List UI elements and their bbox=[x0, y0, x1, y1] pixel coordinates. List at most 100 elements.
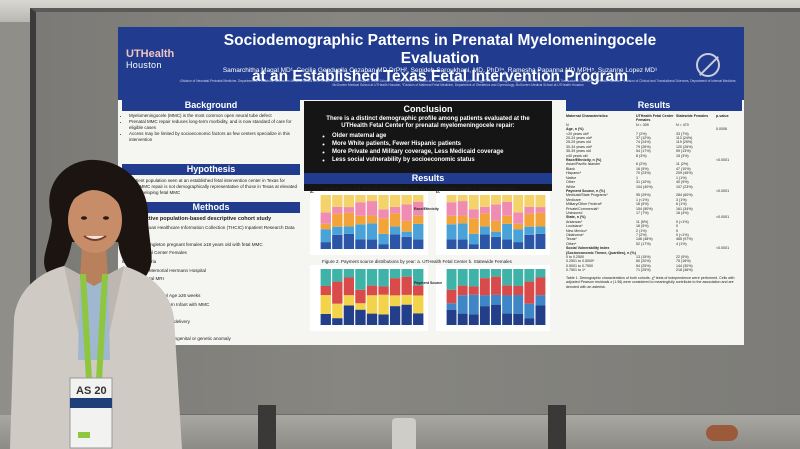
bar-segment bbox=[355, 309, 366, 325]
table-row: Uninsured 17 (7%) 16 (4%) bbox=[566, 211, 742, 215]
bar-segment bbox=[401, 294, 412, 305]
bar-segment bbox=[389, 306, 401, 325]
table-cell: 284 (60%) bbox=[676, 193, 693, 198]
bar-segment bbox=[446, 195, 457, 203]
bar-segment bbox=[502, 239, 513, 249]
table-cell: Native bbox=[566, 175, 577, 180]
bar-segment bbox=[468, 209, 479, 219]
bar-segment bbox=[446, 289, 457, 304]
name-badge bbox=[69, 377, 113, 449]
table-cell: 54 (25%) bbox=[636, 263, 651, 268]
table-cell: 0 (<1%) bbox=[676, 232, 689, 237]
bar-segment bbox=[502, 195, 513, 202]
methods-line: Retrospective population-based descripti… bbox=[122, 216, 272, 222]
table-cell: 154 (50%) bbox=[636, 206, 653, 211]
bar-segment bbox=[446, 224, 457, 240]
table-cell: 60 (20%) bbox=[636, 259, 651, 264]
bar-segment bbox=[366, 295, 378, 314]
bar-segment bbox=[366, 223, 378, 240]
table-cell: 54 (17%) bbox=[636, 149, 651, 154]
table-cell: 15 (3%) bbox=[676, 153, 689, 158]
table-cell: N bbox=[566, 122, 569, 127]
table-row: Medicaid/State Programs* 95 (29%) 284 (60%… bbox=[566, 193, 742, 197]
bar-segment bbox=[513, 295, 524, 314]
bar-segment bbox=[320, 195, 331, 213]
bar-segment bbox=[378, 209, 389, 219]
bar-segment bbox=[413, 239, 424, 249]
table-row: Other* 52 (17%) 4 (1%) bbox=[566, 242, 742, 246]
bar-segment bbox=[355, 239, 366, 249]
bar-segment bbox=[343, 295, 355, 306]
bar-segment bbox=[355, 224, 366, 240]
panel-label-b: b. bbox=[436, 189, 440, 194]
table-row: Other 31 (10%) 40 (9%) bbox=[566, 180, 742, 184]
table-cell: <20 years old* bbox=[566, 131, 590, 136]
table-row: Native 1 1 (1%) bbox=[566, 176, 742, 180]
bar-segment bbox=[413, 195, 424, 202]
table-cell: 52 (17%) bbox=[636, 241, 651, 246]
bar-segment bbox=[320, 223, 331, 230]
bar-segment bbox=[468, 314, 479, 325]
table-header-row: Maternal Characteristics UTHealth Fetal … bbox=[566, 114, 742, 123]
table-row: Social Vulnerability Index (Socioeconomi… bbox=[566, 246, 742, 255]
bar-segment bbox=[457, 313, 468, 325]
bar-segment bbox=[468, 244, 479, 249]
bar-segment bbox=[513, 212, 524, 224]
bar-segment bbox=[401, 220, 412, 232]
neck bbox=[80, 246, 108, 286]
methods-line: Population: Singleton pregnant females ≥… bbox=[122, 241, 263, 247]
table-cell: Medicare bbox=[566, 197, 581, 202]
table-cell: 1 (1%) bbox=[676, 175, 687, 180]
title-line-1: Sociodemographic Patterns in Prenatal My… bbox=[223, 32, 657, 67]
no-symbol-icon bbox=[696, 53, 720, 77]
table-cell: Oklahoma* bbox=[566, 232, 584, 237]
bar-segment bbox=[491, 304, 501, 325]
bar-segment bbox=[378, 218, 389, 234]
table-cell: 0 bbox=[676, 228, 678, 233]
table-row: Oklahoma* 7 (2%) 0 (<1%) bbox=[566, 233, 742, 237]
bar-segment bbox=[366, 285, 378, 296]
table-cell: 1 bbox=[636, 175, 638, 180]
bar-segment bbox=[479, 206, 490, 214]
methods-line: UTHealth Fetal Center Females bbox=[122, 250, 187, 256]
bar-segment bbox=[401, 276, 412, 295]
table-cell bbox=[676, 246, 716, 255]
lanyard bbox=[80, 274, 92, 380]
table-row: N N = 309 N = 470 bbox=[566, 123, 742, 127]
table-cell: 40 (9%) bbox=[676, 180, 689, 185]
bar-segment bbox=[535, 233, 546, 249]
table-cell: 16 (4%) bbox=[676, 210, 689, 215]
bar-segment bbox=[401, 236, 412, 249]
bar-segment bbox=[332, 318, 343, 325]
table-cell: 8 (3%) bbox=[636, 153, 647, 158]
bar-segment bbox=[513, 242, 524, 249]
bar-segment bbox=[524, 226, 535, 235]
bar-segment bbox=[332, 226, 343, 235]
figure-2a-plot bbox=[310, 265, 428, 331]
bar-segment bbox=[355, 195, 366, 203]
methods-line: Gestation, Other major congenital or gen… bbox=[122, 336, 231, 342]
bar-segment bbox=[457, 195, 468, 202]
bar-segment bbox=[401, 204, 412, 221]
bar-segment bbox=[446, 215, 457, 225]
table-row: 0.2501 to 0.5000* 60 (20%) 75 (16%) bbox=[566, 259, 742, 263]
bar-segment bbox=[479, 269, 490, 279]
bar-segment bbox=[355, 303, 366, 310]
bar-segment bbox=[457, 223, 468, 240]
bar-segment bbox=[468, 269, 479, 287]
bar-segment bbox=[355, 269, 366, 290]
bar-segment bbox=[378, 314, 389, 325]
research-poster: UTHealth Houston Sociodemographic Patter… bbox=[118, 27, 744, 345]
table-cell: 4 (1%) bbox=[676, 241, 687, 246]
bar-segment bbox=[332, 213, 343, 227]
bar-segment bbox=[320, 295, 331, 314]
bar-segment bbox=[491, 231, 501, 237]
table-cell: Hispanic* bbox=[566, 171, 582, 176]
bar-segment bbox=[355, 215, 366, 225]
hypothesis-text: The patient population seen at an establ… bbox=[122, 178, 298, 195]
uthealth-logo: UTHealth Houston bbox=[126, 49, 174, 71]
figure-1-legend-title: Race/Ethnicity bbox=[414, 207, 439, 211]
poster-authors: Samarchitha Magal MD¹, Cecilia Gendugila… bbox=[222, 67, 658, 74]
table-cell: 33 (7%) bbox=[676, 131, 689, 136]
